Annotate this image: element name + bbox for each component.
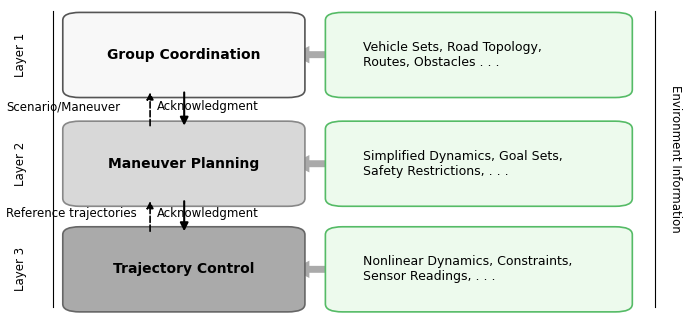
Text: Vehicle Sets, Road Topology,
Routes, Obstacles . . .: Vehicle Sets, Road Topology, Routes, Obs… — [363, 41, 542, 69]
FancyBboxPatch shape — [63, 12, 305, 98]
Text: Nonlinear Dynamics, Constraints,
Sensor Readings, . . .: Nonlinear Dynamics, Constraints, Sensor … — [363, 255, 572, 283]
Text: Group Coordination: Group Coordination — [107, 48, 260, 62]
Text: Layer 2: Layer 2 — [14, 142, 27, 186]
FancyBboxPatch shape — [325, 12, 632, 98]
FancyBboxPatch shape — [63, 227, 305, 312]
Text: Trajectory Control: Trajectory Control — [113, 262, 255, 276]
Text: Reference trajectories: Reference trajectories — [6, 207, 137, 220]
Text: Acknowledgment: Acknowledgment — [157, 100, 259, 114]
Text: Scenario/Maneuver: Scenario/Maneuver — [6, 100, 121, 114]
FancyBboxPatch shape — [325, 227, 632, 312]
Text: Environment Information: Environment Information — [669, 85, 682, 233]
Text: Layer 1: Layer 1 — [14, 33, 27, 77]
Text: Maneuver Planning: Maneuver Planning — [108, 157, 260, 171]
Text: Layer 3: Layer 3 — [14, 247, 27, 291]
Text: Acknowledgment: Acknowledgment — [157, 207, 259, 220]
Text: Simplified Dynamics, Goal Sets,
Safety Restrictions, . . .: Simplified Dynamics, Goal Sets, Safety R… — [363, 150, 562, 178]
FancyBboxPatch shape — [325, 121, 632, 206]
FancyBboxPatch shape — [63, 121, 305, 206]
